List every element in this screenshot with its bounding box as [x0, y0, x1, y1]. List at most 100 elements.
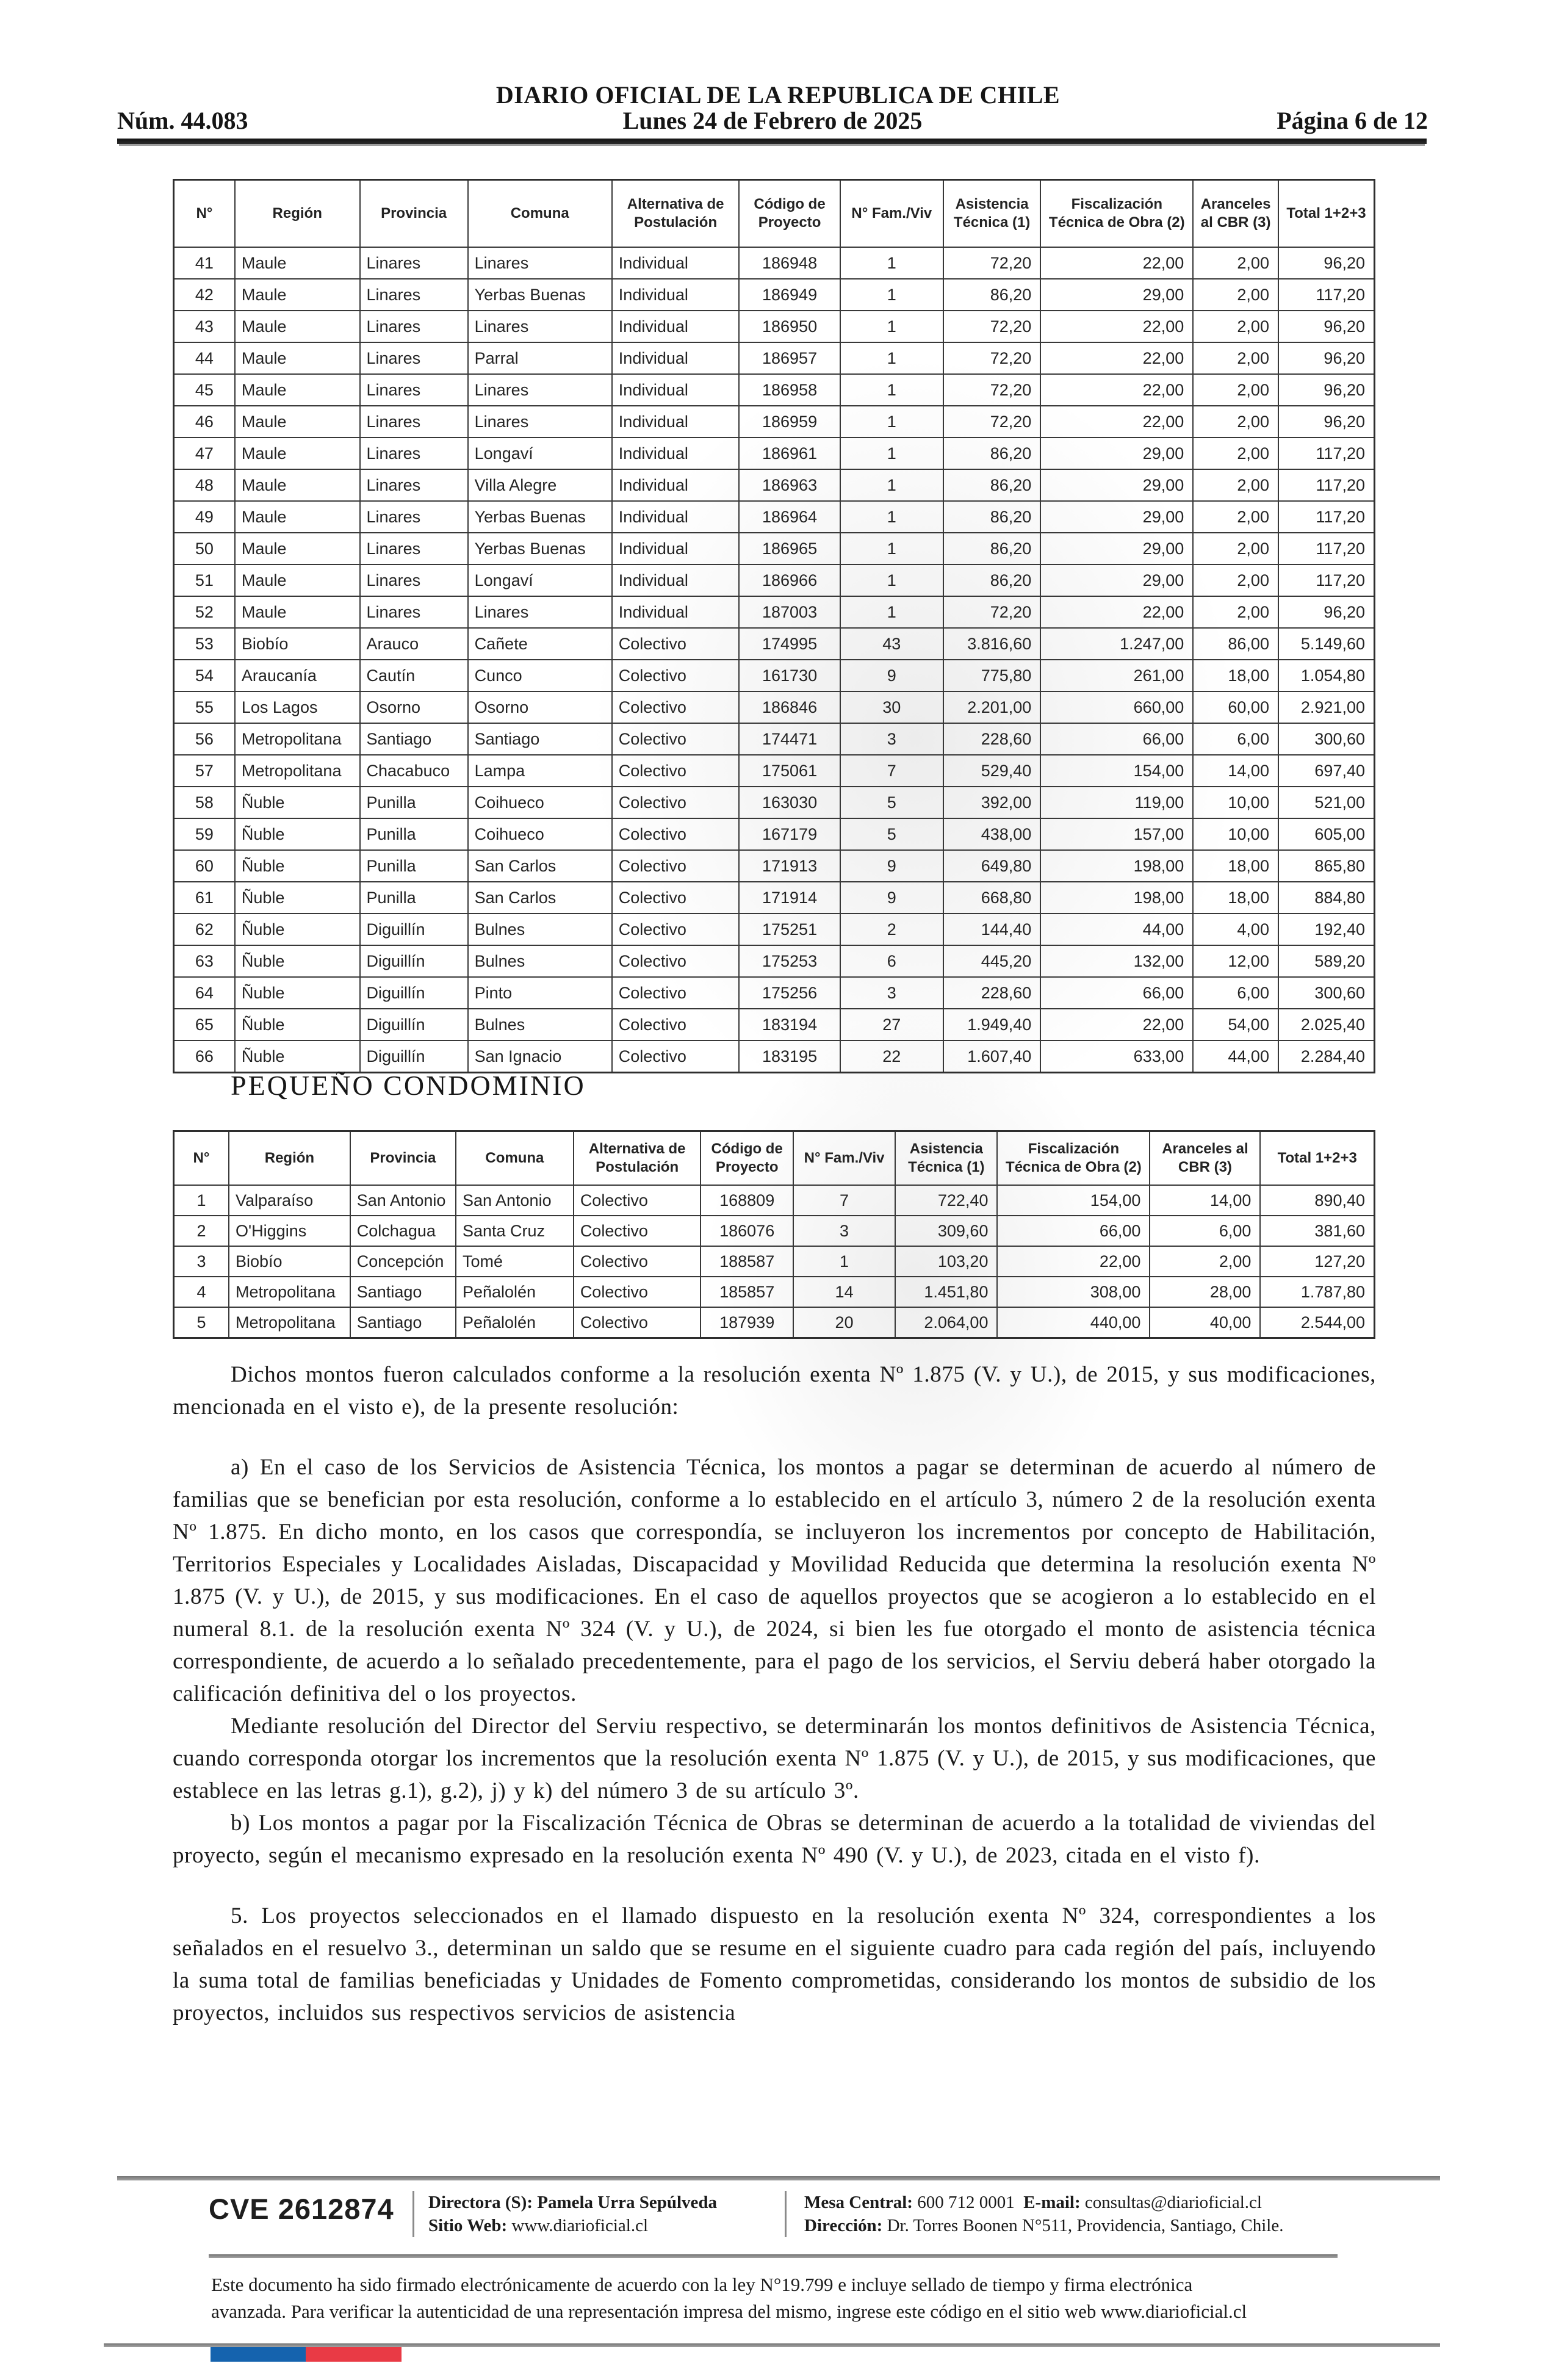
cell-provincia: Cautín	[359, 659, 469, 692]
cell-comuna: Cañete	[467, 627, 613, 660]
cell-alternativa: Individual	[611, 564, 740, 597]
table-row: 58 Ñuble Punilla Coihueco Colectivo 1630…	[173, 786, 1375, 819]
email-label: E-mail:	[1023, 2193, 1081, 2212]
cell-provincia: Linares	[359, 342, 469, 375]
cell-alternativa: Colectivo	[611, 691, 740, 724]
cell-comuna: San Antonio	[455, 1185, 574, 1216]
column-header: Provincia	[349, 1130, 456, 1186]
cell-numero: 43	[173, 310, 236, 343]
cell-aranceles: 86,00	[1192, 627, 1279, 660]
cell-asistencia-tecnica: 72,20	[942, 310, 1042, 343]
cell-codigo-proyecto: 183194	[738, 1008, 841, 1041]
cell-alternativa: Colectivo	[572, 1246, 702, 1277]
column-header: N° Fam./Viv	[792, 1130, 896, 1186]
cell-fiscalizacion: 44,00	[1040, 913, 1194, 946]
cell-total: 117,20	[1277, 437, 1375, 470]
cell-familias: 9	[839, 849, 944, 882]
table-header-row: N° Región Provincia Comuna Alternativa de Po…	[173, 179, 1375, 248]
cell-alternativa: Individual	[611, 278, 740, 311]
cell-region: Metropolitana	[234, 723, 361, 755]
cell-region: Ñuble	[234, 913, 361, 946]
cell-alternativa: Individual	[611, 532, 740, 565]
cell-codigo-proyecto: 186964	[738, 500, 841, 533]
newspaper-title: DIARIO OFICIAL DE LA REPUBLICA DE CHILE	[495, 81, 1061, 109]
cell-fiscalizacion: 157,00	[1040, 818, 1194, 851]
cell-fiscalizacion: 261,00	[1040, 659, 1194, 692]
cell-region: Ñuble	[234, 1040, 361, 1073]
table-row: 46 Maule Linares Linares Individual 1869…	[173, 405, 1375, 438]
cell-codigo-proyecto: 171914	[738, 881, 841, 914]
cell-numero: 58	[173, 786, 236, 819]
cell-total: 884,80	[1277, 881, 1375, 914]
cell-codigo-proyecto: 171913	[738, 849, 841, 882]
cell-comuna: Villa Alegre	[467, 469, 613, 502]
cell-familias: 6	[839, 945, 944, 978]
cell-provincia: Diguillín	[359, 976, 469, 1009]
cell-total: 1.054,80	[1277, 659, 1375, 692]
cell-comuna: Bulnes	[467, 913, 613, 946]
table-row: 45 Maule Linares Linares Individual 1869…	[173, 373, 1375, 406]
cell-asistencia-tecnica: 1.949,40	[942, 1008, 1042, 1041]
cell-aranceles: 2,00	[1192, 500, 1279, 533]
cell-familias: 1	[839, 469, 944, 502]
section-title-pequeno-condominio: PEQUEÑO CONDOMINIO	[231, 1070, 586, 1101]
cell-comuna: Linares	[467, 373, 613, 406]
cell-codigo-proyecto: 186959	[738, 405, 841, 438]
cell-asistencia-tecnica: 72,20	[942, 405, 1042, 438]
website-line: Sitio Web: www.diarioficial.cl	[428, 2214, 717, 2237]
cell-asistencia-tecnica: 72,20	[942, 373, 1042, 406]
cell-numero: 5	[173, 1307, 230, 1339]
cell-codigo-proyecto: 175251	[738, 913, 841, 946]
cell-familias: 1	[792, 1246, 896, 1277]
cell-alternativa: Individual	[611, 405, 740, 438]
cell-fiscalizacion: 154,00	[1040, 754, 1194, 787]
cell-alternativa: Colectivo	[611, 723, 740, 755]
legal-line-2: avanzada. Para verificar la autenticidad…	[211, 2301, 1247, 2322]
cell-comuna: San Carlos	[467, 849, 613, 882]
cell-numero: 61	[173, 881, 236, 914]
cell-asistencia-tecnica: 72,20	[942, 247, 1042, 279]
cell-provincia: Linares	[359, 373, 469, 406]
table-row: 44 Maule Linares Parral Individual 18695…	[173, 342, 1375, 375]
cell-total: 117,20	[1277, 469, 1375, 502]
cell-total: 96,20	[1277, 247, 1375, 279]
cell-codigo-proyecto: 185857	[700, 1276, 794, 1308]
cell-fiscalizacion: 66,00	[1040, 976, 1194, 1009]
cell-familias: 20	[792, 1307, 896, 1339]
column-header: Comuna	[467, 179, 613, 248]
cell-comuna: San Carlos	[467, 881, 613, 914]
cell-numero: 57	[173, 754, 236, 787]
edition-date: Lunes 24 de Febrero de 2025	[622, 107, 923, 134]
cell-asistencia-tecnica: 309,60	[895, 1215, 998, 1247]
table-row: 1 Valparaíso San Antonio San Antonio Col…	[173, 1185, 1375, 1216]
cell-total: 117,20	[1277, 564, 1375, 597]
cell-region: Maule	[234, 342, 361, 375]
column-header: Total 1+2+3	[1277, 179, 1375, 248]
table-row: 41 Maule Linares Linares Individual 1869…	[173, 247, 1375, 279]
column-header: Aranceles al CBR (3)	[1149, 1130, 1261, 1186]
footer-top-rule	[117, 2176, 1440, 2180]
cell-fiscalizacion: 22,00	[1040, 310, 1194, 343]
cell-aranceles: 2,00	[1192, 564, 1279, 597]
table-row: 47 Maule Linares Longaví Individual 1869…	[173, 437, 1375, 470]
cell-familias: 1	[839, 437, 944, 470]
cell-familias: 9	[839, 881, 944, 914]
cell-aranceles: 6,00	[1192, 976, 1279, 1009]
resolution-body-text: Dichos montos fueron calculados conforme…	[173, 1358, 1376, 2029]
cell-fiscalizacion: 198,00	[1040, 881, 1194, 914]
column-header: Asistencia Técnica (1)	[942, 179, 1042, 248]
cell-codigo-proyecto: 186958	[738, 373, 841, 406]
cell-familias: 43	[839, 627, 944, 660]
cell-total: 381,60	[1259, 1215, 1375, 1247]
cell-codigo-proyecto: 167179	[738, 818, 841, 851]
header-meta-row: Núm. 44.083 Lunes 24 de Febrero de 2025 …	[117, 106, 1428, 134]
cell-aranceles: 6,00	[1192, 723, 1279, 755]
cell-familias: 7	[792, 1185, 896, 1216]
cell-alternativa: Colectivo	[572, 1215, 702, 1247]
table-row: 54 Araucanía Cautín Cunco Colectivo 1617…	[173, 659, 1375, 692]
cell-provincia: Linares	[359, 500, 469, 533]
projects-table-condominio: N° Región Provincia Comuna Alternativa de Po…	[173, 1130, 1375, 1339]
cell-familias: 14	[792, 1276, 896, 1308]
cell-codigo-proyecto: 186076	[700, 1215, 794, 1247]
cell-familias: 1	[839, 532, 944, 565]
